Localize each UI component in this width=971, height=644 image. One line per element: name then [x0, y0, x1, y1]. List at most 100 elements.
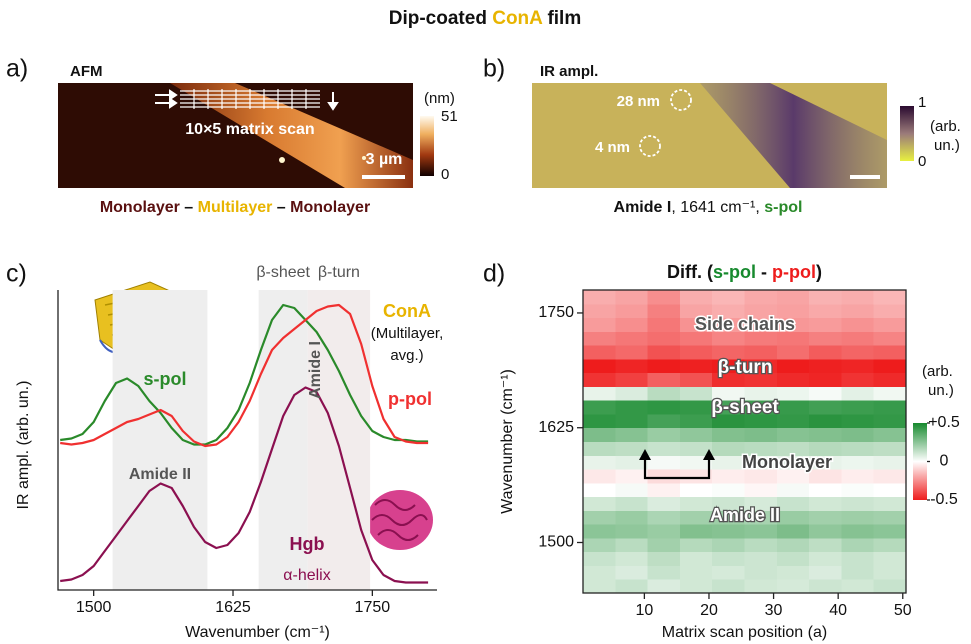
- heatmap-cell: [777, 428, 810, 442]
- heatmap-cell: [841, 428, 874, 442]
- heatmap-cell: [615, 359, 648, 373]
- heatmap-cell: [712, 469, 745, 483]
- heatmap-cell: [874, 331, 907, 345]
- heatmap-cell: [648, 318, 681, 332]
- heatmap-cell: [583, 524, 616, 538]
- caption: Amide I, 1641 cm⁻¹, s-pol: [614, 199, 803, 216]
- y-tick-label: 1750: [538, 304, 574, 321]
- x-tick-label: 50: [894, 602, 912, 619]
- point-label: 28 nm: [617, 93, 660, 110]
- title-part: Diff. (: [667, 262, 713, 282]
- heatmap-cell: [841, 497, 874, 511]
- heatmap-cell: [648, 304, 681, 318]
- heatmap-cell: [874, 552, 907, 566]
- heatmap-cell: [712, 290, 745, 304]
- heatmap-cell: [777, 538, 810, 552]
- heatmap-cell: [841, 304, 874, 318]
- heatmap-cell: [680, 290, 713, 304]
- heatmap-cell: [745, 565, 778, 579]
- heatmap-cell: [615, 497, 648, 511]
- heatmap-cell: [777, 400, 810, 414]
- heatmap-cell: [841, 469, 874, 483]
- annotation: ConA: [383, 301, 431, 321]
- heatmap-cell: [615, 483, 648, 497]
- heatmap-cell: [648, 497, 681, 511]
- scale-bar-label: 3 µm: [366, 151, 403, 168]
- heatmap-cell: [648, 469, 681, 483]
- heatmap-cell: [777, 290, 810, 304]
- heatmap-cell: [874, 400, 907, 414]
- heatmap-cell: [680, 538, 713, 552]
- heatmap-cell: [841, 524, 874, 538]
- annotation: avg.): [390, 347, 423, 364]
- colorbar-min: 0: [441, 166, 449, 183]
- series-label: p-pol: [388, 389, 432, 409]
- colorbar-tick-label: +0.5: [928, 414, 960, 431]
- annotation: Amide II: [129, 466, 191, 483]
- heatmap-cell: [615, 386, 648, 400]
- heatmap-cell: [615, 524, 648, 538]
- heatmap-cell: [841, 455, 874, 469]
- panel-label: b): [483, 55, 505, 83]
- heatmap-cell: [680, 428, 713, 442]
- title-part: p-pol: [772, 262, 816, 282]
- heatmap-cell: [583, 538, 616, 552]
- figure: Dip-coated ConA film a) AFM 10×5 matrix …: [0, 0, 971, 644]
- heatmap-cell: [874, 497, 907, 511]
- heatmap-cell: [874, 345, 907, 359]
- x-axis-label: Matrix scan position (a): [662, 624, 827, 641]
- heatmap-cell: [615, 428, 648, 442]
- colorbar-unit: (arb.: [930, 118, 961, 135]
- heatmap-cell: [648, 579, 681, 593]
- heatmap-cell: [809, 579, 842, 593]
- heatmap-cell: [615, 469, 648, 483]
- heatmap-cell: [809, 428, 842, 442]
- body: Dip-coated ConA film a) AFM 10×5 matrix …: [0, 0, 971, 644]
- panel-label: a): [6, 55, 28, 83]
- colorbar-tick-label: -0.5: [930, 491, 958, 508]
- title-highlight: ConA: [492, 8, 543, 29]
- heatmap-cell: [680, 386, 713, 400]
- heatmap-cell: [615, 400, 648, 414]
- heatmap-cell: [874, 538, 907, 552]
- heatmap-cell: [777, 483, 810, 497]
- heatmap-cell: [777, 345, 810, 359]
- heatmap-cell: [809, 538, 842, 552]
- heatmap-cell: [615, 318, 648, 332]
- caption-part: Monolayer: [290, 199, 370, 216]
- heatmap-cell: [712, 442, 745, 456]
- heatmap-cell: [777, 373, 810, 387]
- heatmap-cell: [583, 579, 616, 593]
- heatmap-cell: [648, 290, 681, 304]
- heatmap-cell: [583, 318, 616, 332]
- heatmap-cell: [583, 400, 616, 414]
- heatmap-cell: [615, 565, 648, 579]
- caption-part: –: [277, 199, 286, 216]
- caption-part: Amide I: [614, 199, 672, 216]
- heatmap-cell: [583, 510, 616, 524]
- annotation: (Multilayer,: [371, 325, 444, 342]
- colorbar-max: 51: [441, 108, 458, 125]
- colorbar-tick-label: 0: [940, 453, 949, 470]
- heatmap-cell: [777, 579, 810, 593]
- heatmap-cell: [809, 400, 842, 414]
- heatmap-cell: [777, 414, 810, 428]
- heatmap-cell: [615, 510, 648, 524]
- heatmap-cell: [777, 497, 810, 511]
- heatmap-cell: [841, 345, 874, 359]
- heatmap-cell: [615, 290, 648, 304]
- heatmap-cell: [648, 428, 681, 442]
- x-tick-label: 40: [829, 602, 847, 619]
- chart-title: Diff. (s-pol - p-pol): [667, 262, 822, 282]
- heatmap-cell: [874, 428, 907, 442]
- heatmap-cell: [648, 359, 681, 373]
- heatmap-cell: [809, 510, 842, 524]
- heatmap-cell: [615, 538, 648, 552]
- heatmap-cell: [745, 290, 778, 304]
- heatmap-cell: [777, 510, 810, 524]
- heatmap-cell: [841, 386, 874, 400]
- series-label: Hgb: [290, 534, 325, 554]
- heatmap-cell: [648, 483, 681, 497]
- heatmap-cell: [809, 524, 842, 538]
- x-axis-label: Wavenumber (cm⁻¹): [185, 624, 330, 641]
